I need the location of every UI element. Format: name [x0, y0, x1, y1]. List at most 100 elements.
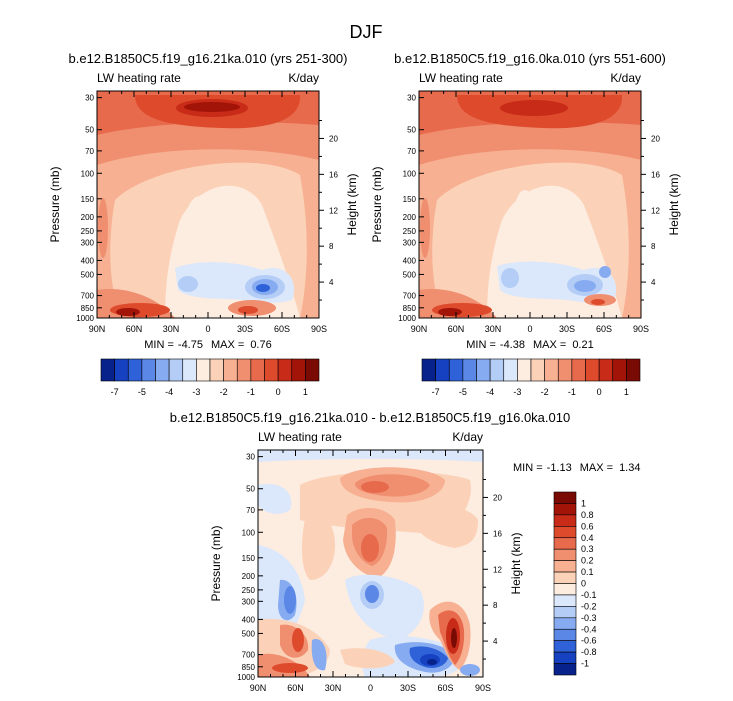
panel-0ka-minmax: MIN = -4.38 MAX = 0.21	[466, 339, 593, 351]
panel-diff-ytick-70: 70	[246, 506, 255, 515]
panel-21ka-y2tick-4: 4	[329, 278, 334, 287]
panel-21ka-ytick-1000: 1000	[76, 314, 94, 323]
panel-diff-ytick-400: 400	[242, 615, 256, 624]
panel-diff-colorbar-label: -0.4	[581, 624, 597, 634]
panel-diff-ytick-700: 700	[242, 651, 256, 660]
panel-0ka-ytick-400: 400	[403, 256, 417, 265]
panel-diff-colorbar-label: 0.4	[581, 533, 594, 543]
panel-21ka-colorbar-swatch	[155, 358, 170, 382]
panel-diff-axes: 90N 60N 30N 0 30S 60S 90S 30 50 70 100 150 200 250 300…	[209, 450, 523, 693]
panel-diff-colorbar-label: -0.6	[581, 636, 597, 646]
panel-21ka-xtick-90s: 90S	[311, 324, 327, 334]
panel-diff-colorbar-swatch	[553, 606, 577, 619]
panel-0ka-colorbar-swatch	[503, 358, 518, 382]
panel-21ka-ytick-300: 300	[81, 238, 95, 247]
panel-0ka-y2tick-20: 20	[651, 134, 660, 143]
panel-21ka-min-value: -4.75	[178, 339, 203, 351]
panel-diff-colorbar-swatch	[553, 663, 577, 676]
panel-21ka-colorbar-swatch	[236, 358, 252, 382]
panel-0ka-colorbar-swatch	[421, 358, 436, 382]
panel-21ka-xtick-30s: 30S	[237, 324, 253, 334]
panel-diff-colorbar-swatch	[553, 560, 577, 573]
panel-21ka-colorbar-swatch	[196, 358, 211, 382]
panel-diff-y2label: Height (km)	[509, 532, 523, 594]
panel-diff-colorbar-label: 1	[581, 498, 586, 508]
panel-diff-colorbar-swatch	[553, 514, 577, 527]
panel-0ka-colorbar-label: -2	[541, 387, 549, 397]
panel-21ka-y2tick-8: 8	[329, 242, 334, 251]
panel-0ka-colorbar-swatch	[571, 358, 586, 382]
panel-0ka-colorbar-swatch	[612, 358, 627, 382]
panel-21ka-colorbar-swatch	[100, 358, 115, 382]
panel-0ka-colorbar-swatch	[598, 358, 614, 382]
panel-diff-colorbar-label: -0.3	[581, 613, 597, 623]
panel-diff-xtick-60n: 60N	[287, 683, 304, 693]
panel-0ka-y2tick-16: 16	[651, 170, 660, 179]
panel-0ka-ytick-100: 100	[403, 169, 417, 178]
panel-0ka-ytick-30: 30	[407, 94, 416, 103]
panel-0ka-colorbar-label: 0	[597, 387, 602, 397]
panel-0ka-ytick-250: 250	[403, 227, 417, 236]
panel-diff-y2tick-20: 20	[493, 493, 502, 502]
panel-0ka-colorbar-swatch	[585, 358, 600, 382]
panel-diff-ytick-850: 850	[242, 663, 256, 672]
panel-diff-y2tick-4: 4	[493, 637, 498, 646]
panel-diff-xtick-0: 0	[368, 683, 373, 693]
panel-0ka-xtick-30s: 30S	[559, 324, 575, 334]
panel-0ka-xtick-60s: 60S	[596, 324, 612, 334]
panel-0ka-colorbar-swatch	[517, 358, 532, 382]
panel-21ka-colorbar-label: 1	[303, 387, 308, 397]
panel-0ka-xtick-90n: 90N	[411, 324, 428, 334]
panel-0ka-colorbar-swatch	[557, 358, 573, 382]
panel-diff-min-value: -1.13	[547, 462, 572, 474]
panel-0ka: b.e12.B1850C5.f19_g16.0ka.010 (yrs 551-6…	[370, 51, 681, 397]
panel-diff-colorbar-swatch	[553, 583, 577, 596]
panel-21ka-y2tick-16: 16	[329, 170, 338, 179]
panel-21ka-xtick-60s: 60S	[274, 324, 290, 334]
panel-21ka-colorbar-swatch	[305, 358, 320, 382]
panel-21ka-field	[97, 91, 319, 318]
panel-diff-ytick-100: 100	[242, 528, 256, 537]
panel-0ka-xtick-0: 0	[527, 324, 532, 334]
panel-diff-units-label: K/day	[452, 430, 483, 444]
panel-21ka-colorbar-label: 0	[276, 387, 281, 397]
panel-21ka-colorbar-label: -2	[220, 387, 228, 397]
panel-0ka-colorbar-swatch	[476, 358, 491, 382]
panel-21ka-title: b.e12.B1850C5.f19_g16.21ka.010 (yrs 251-…	[69, 51, 348, 66]
panel-diff-ytick-500: 500	[242, 629, 256, 638]
panel-21ka-colorbar-label: -1	[247, 387, 255, 397]
panel-21ka-colorbar-swatch	[209, 358, 224, 382]
panel-21ka-ytick-700: 700	[81, 292, 95, 301]
panel-0ka-colorbar-label: -4	[486, 387, 494, 397]
panel-0ka-ylabel: Pressure (mb)	[370, 166, 384, 242]
figure-title: DJF	[350, 22, 383, 42]
panel-0ka-ytick-70: 70	[407, 147, 416, 156]
panel-21ka-colorbar-swatch	[114, 358, 129, 382]
panel-diff-colorbar-label: -0.8	[581, 647, 597, 657]
panel-21ka-ytick-500: 500	[81, 270, 95, 279]
panel-0ka-colorbar-swatch	[626, 358, 641, 382]
panel-0ka-max-value: 0.21	[572, 339, 593, 351]
panel-21ka-ytick-850: 850	[81, 304, 95, 313]
panel-diff-min-label: MIN =	[513, 462, 543, 474]
panel-diff-colorbar-label: -0.2	[581, 601, 597, 611]
panel-diff-xtick-90s: 90S	[475, 683, 491, 693]
panel-diff-title: b.e12.B1850C5.f19_g16.21ka.010 - b.e12.B…	[170, 410, 570, 425]
panel-diff-colorbar-label: 0.8	[581, 510, 594, 520]
panel-diff-ytick-1000: 1000	[237, 673, 255, 682]
panel-diff-xtick-90n: 90N	[250, 683, 267, 693]
panel-0ka-y2label: Height (km)	[667, 173, 681, 235]
panel-diff-xtick-30n: 30N	[325, 683, 342, 693]
panel-0ka-colorbar-swatch	[462, 358, 477, 382]
panel-diff-field	[258, 450, 483, 677]
panel-0ka-ytick-700: 700	[403, 292, 417, 301]
panel-21ka-y2tick-12: 12	[329, 206, 338, 215]
panel-diff-colorbar-swatch	[553, 628, 577, 641]
panel-21ka-max-value: 0.76	[250, 339, 271, 351]
panel-21ka-colorbar-swatch	[182, 358, 197, 382]
panel-21ka-ytick-200: 200	[81, 213, 95, 222]
panel-diff-minmax: MIN = -1.13 MAX = 1.34	[513, 462, 640, 474]
panel-21ka-colorbar-swatch	[141, 358, 156, 382]
panel-diff-colorbar-swatch	[553, 571, 577, 584]
